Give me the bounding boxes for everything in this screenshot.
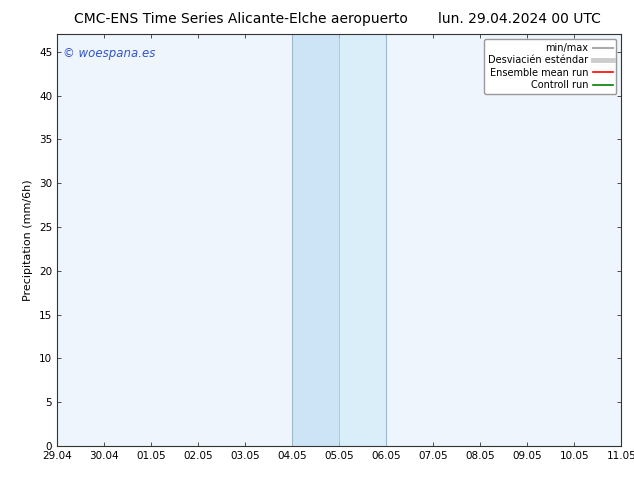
Y-axis label: Precipitation (mm/6h): Precipitation (mm/6h) — [23, 179, 34, 301]
Text: CMC-ENS Time Series Alicante-Elche aeropuerto: CMC-ENS Time Series Alicante-Elche aerop… — [74, 12, 408, 26]
Bar — [292, 34, 339, 446]
Legend: min/max, Desviacién esténdar, Ensemble mean run, Controll run: min/max, Desviacién esténdar, Ensemble m… — [484, 39, 616, 94]
Text: © woespana.es: © woespana.es — [63, 47, 155, 60]
Text: lun. 29.04.2024 00 UTC: lun. 29.04.2024 00 UTC — [439, 12, 601, 26]
Bar — [339, 34, 386, 446]
